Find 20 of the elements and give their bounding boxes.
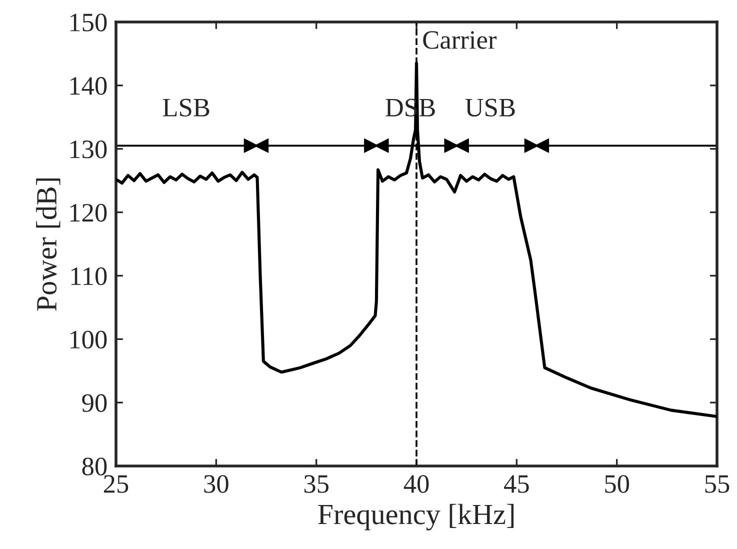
annotation: USB: [465, 98, 515, 117]
y-tick-label: 80: [82, 458, 107, 476]
y-tick-label: 120: [70, 204, 107, 222]
ref-line-label: Carrier: [423, 31, 497, 49]
y-axis-title: Power [dB]: [36, 178, 60, 311]
x-tick-label: 40: [404, 475, 429, 493]
x-tick-label: 35: [304, 475, 328, 493]
y-tick-label: 130: [70, 140, 107, 158]
y-tick-label: 150: [70, 14, 107, 32]
x-tick-label: 50: [605, 475, 630, 493]
x-tick-label: 45: [504, 475, 529, 493]
x-tick-label: 25: [104, 475, 128, 493]
y-tick-label: 110: [71, 267, 107, 286]
x-axis-title: Frequency [kHz]: [318, 504, 514, 530]
x-tick-label: 30: [204, 475, 228, 493]
x-tick-label: 55: [705, 475, 730, 493]
y-tick-label: 140: [70, 77, 107, 95]
y-tick-label: 90: [82, 394, 107, 412]
y-tick-label: 100: [70, 330, 107, 349]
annotation: LSB: [162, 98, 210, 117]
